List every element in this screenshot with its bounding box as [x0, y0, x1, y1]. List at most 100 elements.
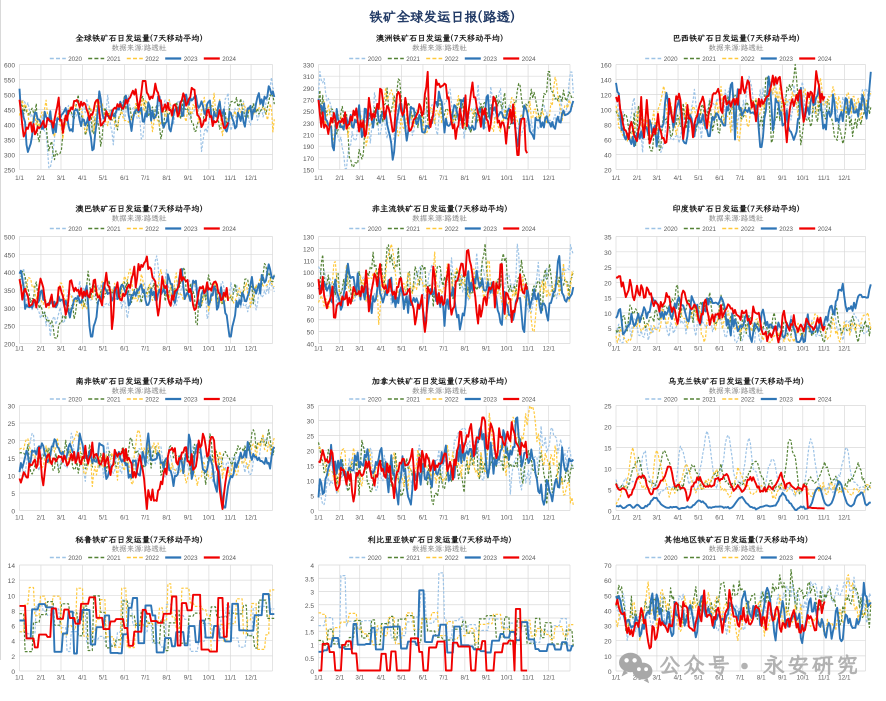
svg-text:2021: 2021 [406, 555, 420, 562]
svg-text:3/1: 3/1 [57, 175, 66, 182]
svg-text:2/1: 2/1 [335, 346, 344, 353]
svg-text:2024: 2024 [522, 226, 536, 233]
svg-text:50: 50 [307, 330, 315, 337]
svg-text:2024: 2024 [818, 555, 832, 562]
svg-text:2020: 2020 [664, 56, 678, 63]
svg-text:9/1: 9/1 [482, 175, 491, 182]
svg-text:6/1: 6/1 [120, 515, 129, 522]
svg-text:4/1: 4/1 [78, 515, 87, 522]
svg-text:8/1: 8/1 [460, 515, 469, 522]
svg-text:9/1: 9/1 [778, 515, 787, 522]
svg-text:40: 40 [307, 342, 315, 349]
svg-text:7/1: 7/1 [141, 515, 150, 522]
svg-text:11/1: 11/1 [818, 675, 830, 682]
svg-text:4/1: 4/1 [78, 175, 87, 182]
svg-text:2/1: 2/1 [633, 675, 642, 682]
svg-text:3/1: 3/1 [57, 675, 66, 682]
svg-text:1.5: 1.5 [305, 629, 314, 636]
svg-text:0: 0 [310, 509, 314, 516]
svg-text:350: 350 [4, 138, 15, 145]
svg-text:140: 140 [600, 78, 611, 85]
svg-text:4/1: 4/1 [78, 675, 87, 682]
svg-text:80: 80 [307, 294, 315, 301]
svg-text:2020: 2020 [664, 555, 678, 562]
svg-text:8/1: 8/1 [757, 515, 766, 522]
svg-text:11/1: 11/1 [818, 175, 830, 182]
svg-text:1/1: 1/1 [612, 346, 621, 353]
svg-text:2022: 2022 [445, 555, 459, 562]
svg-text:60: 60 [307, 318, 315, 325]
svg-text:100: 100 [600, 108, 611, 115]
svg-text:10/1: 10/1 [797, 675, 810, 682]
svg-text:40: 40 [604, 153, 612, 160]
svg-text:4: 4 [11, 639, 15, 646]
svg-text:2: 2 [310, 616, 314, 623]
svg-text:4/1: 4/1 [377, 515, 386, 522]
svg-text:7/1: 7/1 [141, 675, 150, 682]
svg-text:12/1: 12/1 [838, 515, 851, 522]
svg-text:3.5: 3.5 [305, 576, 314, 583]
svg-text:3/1: 3/1 [653, 175, 662, 182]
svg-text:80: 80 [604, 123, 612, 130]
svg-text:10: 10 [8, 593, 16, 600]
svg-text:1/1: 1/1 [314, 675, 323, 682]
svg-text:60: 60 [604, 138, 612, 145]
svg-text:6/1: 6/1 [419, 175, 428, 182]
svg-text:2020: 2020 [68, 396, 82, 403]
svg-text:300: 300 [4, 306, 15, 313]
svg-text:5/1: 5/1 [397, 515, 406, 522]
svg-text:400: 400 [4, 123, 15, 130]
svg-text:1/1: 1/1 [314, 346, 323, 353]
svg-text:6/1: 6/1 [715, 175, 724, 182]
svg-text:100: 100 [303, 270, 314, 277]
svg-text:600: 600 [4, 63, 15, 70]
svg-text:110: 110 [303, 258, 314, 265]
svg-text:7/1: 7/1 [439, 346, 448, 353]
svg-text:3/1: 3/1 [653, 515, 662, 522]
svg-text:2023: 2023 [184, 56, 198, 63]
svg-text:20: 20 [604, 168, 612, 175]
svg-text:12/1: 12/1 [245, 515, 258, 522]
svg-text:70: 70 [604, 563, 612, 570]
svg-text:10/1: 10/1 [501, 515, 514, 522]
svg-text:9/1: 9/1 [482, 346, 491, 353]
svg-text:5: 5 [608, 488, 612, 495]
svg-text:0: 0 [608, 342, 612, 349]
svg-text:1/1: 1/1 [612, 515, 621, 522]
svg-text:2021: 2021 [406, 56, 420, 63]
svg-text:4/1: 4/1 [78, 346, 87, 353]
svg-text:2021: 2021 [107, 226, 121, 233]
svg-text:9/1: 9/1 [778, 346, 787, 353]
svg-text:2023: 2023 [483, 226, 497, 233]
svg-text:120: 120 [600, 93, 611, 100]
svg-text:2020: 2020 [68, 555, 82, 562]
svg-text:12/1: 12/1 [543, 675, 556, 682]
svg-text:6: 6 [11, 624, 15, 631]
svg-text:8: 8 [11, 608, 15, 615]
svg-text:10/1: 10/1 [797, 346, 810, 353]
svg-text:3/1: 3/1 [653, 675, 662, 682]
svg-text:6/1: 6/1 [419, 346, 428, 353]
svg-text:7/1: 7/1 [736, 515, 745, 522]
svg-text:4/1: 4/1 [377, 346, 386, 353]
svg-text:150: 150 [303, 168, 314, 175]
svg-text:5/1: 5/1 [694, 175, 703, 182]
svg-text:0: 0 [608, 669, 612, 676]
svg-text:7/1: 7/1 [736, 675, 745, 682]
svg-text:2/1: 2/1 [633, 346, 642, 353]
svg-text:2020: 2020 [368, 555, 382, 562]
svg-text:11/1: 11/1 [522, 175, 534, 182]
svg-text:20: 20 [604, 639, 612, 646]
svg-text:3/1: 3/1 [355, 515, 364, 522]
svg-text:9/1: 9/1 [482, 515, 491, 522]
svg-text:5/1: 5/1 [397, 346, 406, 353]
svg-text:2022: 2022 [445, 226, 459, 233]
svg-text:7/1: 7/1 [141, 346, 150, 353]
svg-text:2020: 2020 [368, 396, 382, 403]
svg-text:1/1: 1/1 [612, 175, 621, 182]
svg-text:50: 50 [604, 593, 612, 600]
svg-text:7/1: 7/1 [439, 675, 448, 682]
svg-text:1/1: 1/1 [612, 675, 621, 682]
svg-text:11/1: 11/1 [224, 675, 236, 682]
svg-text:6/1: 6/1 [419, 515, 428, 522]
